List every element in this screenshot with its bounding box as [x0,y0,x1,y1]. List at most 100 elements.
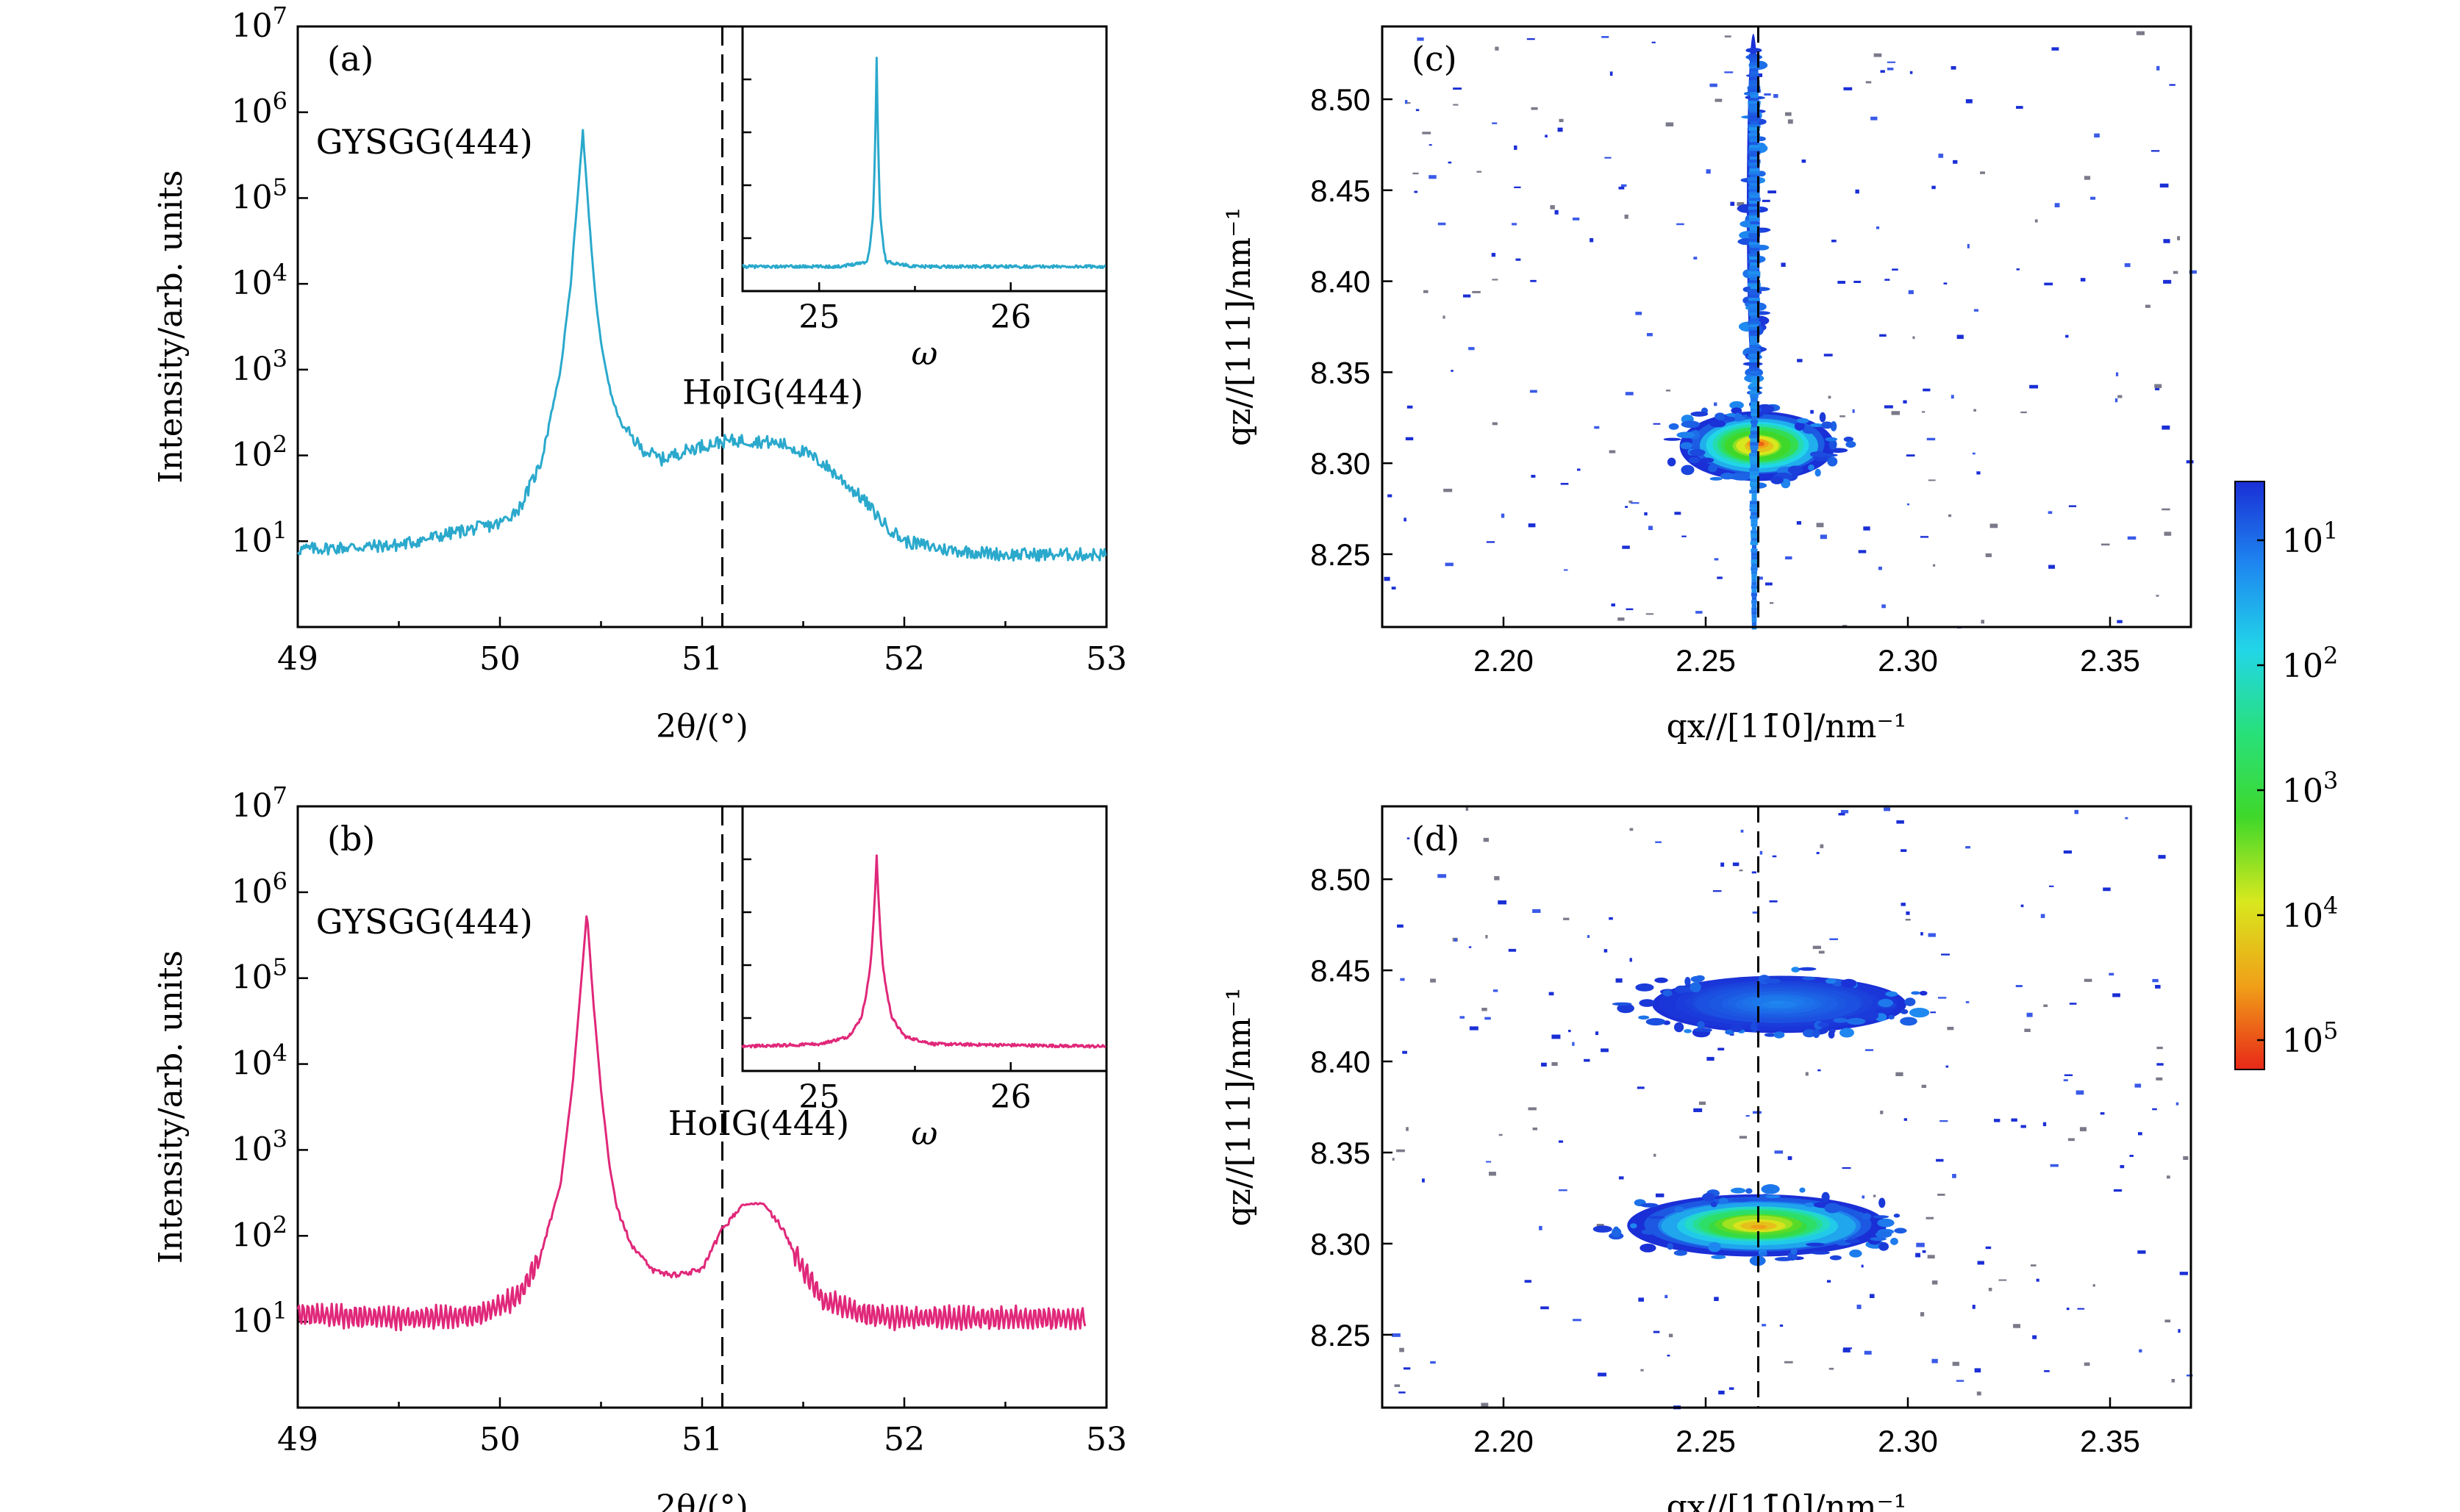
vertical-streak [1749,336,1759,340]
vertical-streak [1750,121,1759,126]
inset-frame [741,805,1108,1072]
vertical-streak-lower [1751,416,1757,420]
noise-speck [2036,1278,2039,1282]
vertical-streak [1748,351,1761,355]
noise-speck [1530,279,1537,282]
noise-speck [1601,36,1609,38]
noise-speck [2103,887,2111,892]
spot-edge-blob [1674,1206,1684,1213]
vertical-streak [1748,171,1760,176]
y-axis-label: Intensity/arb. units [152,950,190,1264]
vertical-streak [1749,98,1759,102]
spot-edge-blob [1680,442,1693,450]
noise-speck [1646,333,1653,337]
spot-edge-blob [1730,1187,1746,1194]
noise-speck [1545,135,1548,137]
noise-speck [1837,281,1845,284]
noise-speck [1563,917,1570,920]
x-axis-label: 2θ/(°) [656,1488,748,1512]
vertical-streak [1749,330,1759,334]
noise-speck [1927,1255,1935,1259]
spot-edge-blob [1836,1240,1847,1246]
noise-speck [1453,87,1462,90]
noise-speck [1609,71,1613,76]
inset-x-tick-label: 26 [990,1078,1031,1116]
spot-edge-blob [1640,1203,1659,1208]
spot-edge-blob [1888,1014,1895,1020]
spot-edge-blob [1745,47,1762,53]
spot-edge-blob [1761,1184,1780,1194]
noise-speck [1952,1361,1959,1366]
noise-speck [1698,1101,1706,1106]
noise-speck [1724,35,1731,37]
y-tick-label: 107 [232,781,287,825]
spot-edge-blob [1845,440,1856,448]
spot-edge-blob [1709,476,1723,481]
panel-d-heatmap: 2.20 2.25 2.30 2.35 8.25 8.30 8.35 8.40 8.45 8.50… [1220,805,2193,1512]
vertical-streak-lower [1751,508,1758,512]
spot-edge-blob [1827,456,1838,467]
vertical-streak-lower [1748,434,1760,439]
spot-edge-blob [1810,1250,1830,1255]
spot-edge-blob [1839,1028,1854,1038]
vertical-streak [1748,295,1760,299]
noise-speck [1665,122,1674,126]
noise-speck [1903,400,1907,404]
vertical-streak [1749,145,1759,149]
spot-edge-blob [1878,998,1894,1008]
y-axis-label: Intensity/arb. units [152,170,190,483]
noise-speck [1810,409,1814,414]
vertical-streak-lower [1750,482,1759,487]
noise-speck [1855,189,1859,194]
colorbar-gradient [2234,481,2265,1070]
noise-speck [1714,558,1719,561]
noise-speck [2044,282,2053,286]
y-tick-label: 8.40 [1310,265,1370,299]
colorbar-tick-label: 102 [2282,642,2338,685]
noise-speck [1881,604,1886,609]
noise-speck [1805,1072,1809,1076]
noise-speck [1508,948,1517,952]
noise-speck [1988,1287,1992,1291]
spot-edge-blob [1819,412,1826,423]
vertical-streak [1750,71,1759,76]
noise-speck [2066,1307,2070,1311]
vertical-streak [1750,230,1759,234]
spot-edge-blob [1802,976,1816,981]
vertical-streak [1750,262,1759,267]
spot-edge-blob [1592,1225,1612,1233]
x-tick-label: 51 [682,640,723,678]
noise-speck [1739,869,1743,872]
noise-speck [1952,1174,1956,1178]
noise-speck [1492,279,1498,281]
noise-speck [2013,1324,2021,1328]
vertical-streak-lower [1751,523,1758,527]
vertical-streak [1748,89,1761,93]
vertical-streak [1748,321,1761,326]
noise-speck [1901,849,1907,853]
noise-speck [1526,38,1535,40]
noise-speck [1752,1111,1762,1114]
vertical-streak [1748,218,1760,223]
noise-speck [1469,1026,1478,1031]
y-tick-label: 101 [232,516,287,559]
spot-edge-blob [1873,1215,1889,1219]
noise-speck [1531,107,1538,110]
diffraction-curve [296,915,1087,1332]
noise-speck [2145,304,2150,308]
spot-edge-blob [1765,1194,1781,1199]
vertical-streak [1748,248,1760,252]
noise-speck [1540,1306,1549,1310]
vertical-streak [1749,110,1759,114]
noise-speck [2109,972,2114,976]
noise-speck [1541,1062,1547,1067]
spot-edge-blob [1893,1214,1901,1218]
spot-edge-blob [1673,1250,1687,1256]
spot-edge-blob [1900,1008,1909,1014]
noise-speck [2155,387,2160,390]
vertical-streak-lower [1750,479,1759,483]
y-tick-label: 8.50 [1310,82,1370,117]
noise-speck [1437,874,1447,878]
noise-speck [1514,145,1517,150]
noise-speck [2162,425,2170,430]
